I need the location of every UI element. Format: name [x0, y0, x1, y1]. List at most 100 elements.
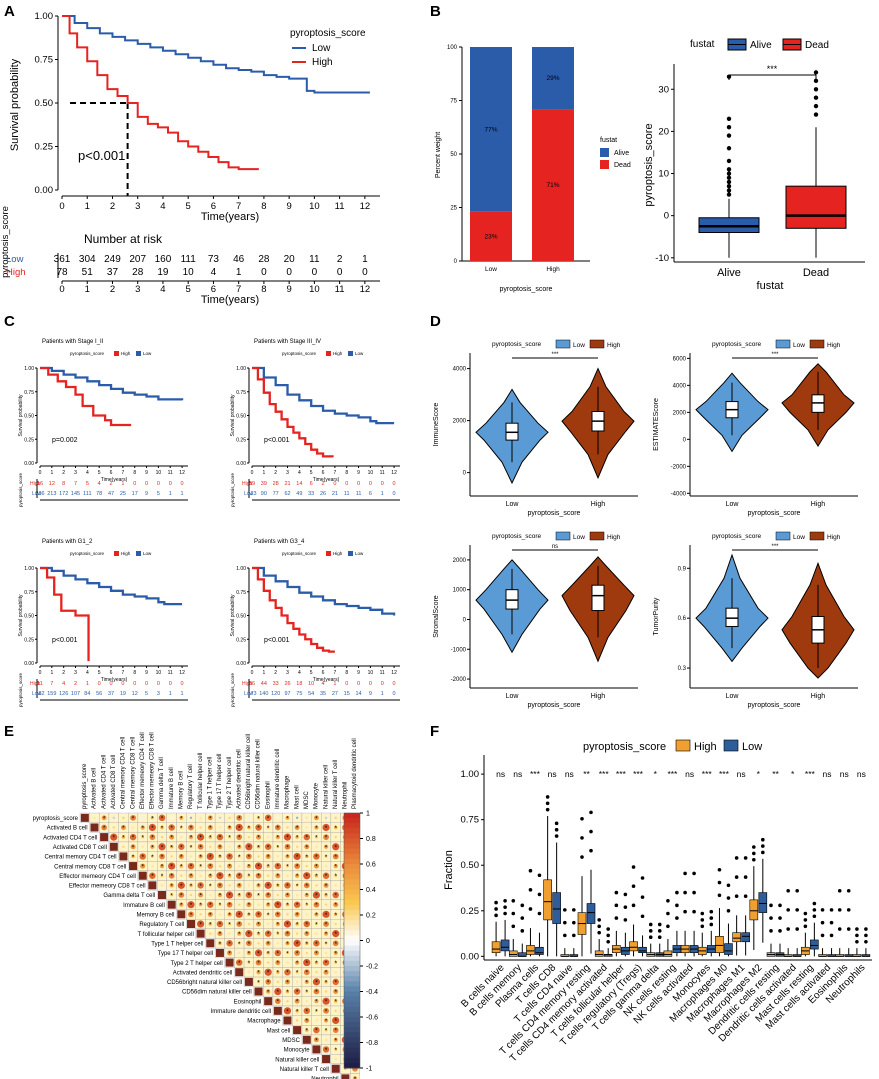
y-axis-label: Survival probability — [230, 394, 236, 436]
x-tick-label: 7 — [333, 470, 336, 476]
risk-count-high: 0 — [110, 681, 113, 687]
heatmap-star: * — [248, 854, 251, 861]
heatmap-circle — [101, 815, 107, 821]
heatmap-star: * — [306, 1008, 309, 1015]
risk-count-high: 0 — [345, 681, 348, 687]
heatmap-circle — [264, 843, 272, 851]
heatmap-circle — [304, 1017, 310, 1023]
y-tick-label: -2000 — [671, 464, 687, 470]
x-tick-label: 7 — [121, 470, 124, 476]
heatmap-circle — [274, 824, 281, 831]
heatmap-star: * — [315, 864, 318, 871]
heatmap-circle — [313, 950, 319, 956]
colorbar-segment — [344, 869, 360, 875]
heatmap-circle — [235, 823, 243, 832]
y-tick-label: 0.25 — [24, 437, 34, 443]
heatmap-circle — [322, 959, 330, 966]
risk-x-tick-label: 11 — [335, 284, 345, 295]
x-tick-label: Alive — [717, 267, 741, 279]
heatmap-star: * — [267, 893, 270, 900]
heatmap-circle — [266, 835, 270, 839]
heatmap-star: * — [325, 960, 328, 967]
heatmap-circle — [295, 816, 299, 820]
heatmap-circle — [218, 826, 222, 829]
heatmap-column-label: Mast cell — [294, 785, 300, 809]
risk-count: 0 — [286, 267, 292, 278]
heatmap-star: * — [267, 883, 270, 890]
colorbar-segment — [344, 1017, 360, 1023]
panel-f-immune-boxplots: 0.00 0.25 0.50 0.75 1.00 Fraction pyroptosis_s… — [443, 739, 872, 1064]
heatmap-circle — [199, 874, 202, 877]
box — [810, 939, 819, 950]
y-tick-label: 0.75 — [35, 55, 54, 66]
colorbar-segment — [344, 889, 360, 896]
outlier — [606, 939, 610, 944]
heatmap-column-label: Memory B cell — [179, 771, 185, 809]
risk-count-low: 1 — [381, 691, 384, 697]
legend-label-high: High — [607, 534, 621, 541]
p-value: p<0.001 — [264, 637, 290, 644]
outlier — [829, 908, 834, 912]
y-tick-label: 0.50 — [236, 614, 246, 620]
heatmap-circle — [294, 873, 300, 878]
bar-label-dead: 71% — [546, 182, 559, 189]
heatmap-star: * — [286, 864, 289, 871]
colorbar-segment — [344, 981, 360, 987]
heatmap-star: * — [180, 815, 183, 822]
box — [552, 892, 561, 924]
outlier — [545, 801, 550, 806]
panel-c-subgroup-survival: Patients with Stage I_II pyroptosis_score… — [18, 339, 400, 707]
y-tick-label: 75 — [450, 99, 457, 105]
legend-key-high — [114, 351, 119, 356]
outlier — [563, 908, 567, 912]
heatmap-star: * — [199, 854, 202, 861]
x-tick-label: 8 — [133, 670, 136, 676]
heatmap-circle — [237, 855, 241, 858]
heatmap-star: * — [315, 979, 318, 986]
heatmap-star: * — [238, 844, 241, 851]
risk-count-high: 0 — [181, 481, 184, 487]
heatmap-star: * — [267, 854, 270, 861]
risk-count-high: 0 — [145, 681, 148, 687]
outlier — [700, 924, 705, 929]
heatmap-star: * — [248, 941, 251, 948]
colorbar-segment — [344, 828, 360, 834]
x-tick-label: 7 — [333, 670, 336, 676]
risk-count-low: 213 — [47, 491, 56, 497]
outlier — [726, 146, 732, 151]
heatmap-circle — [283, 833, 292, 841]
colorbar-segment — [344, 1062, 360, 1069]
heatmap-circle — [265, 979, 272, 985]
outlier — [563, 933, 567, 938]
heatmap-circle — [218, 864, 222, 868]
heatmap-circle — [93, 816, 96, 820]
sig-label: ns — [823, 769, 832, 779]
heatmap-circle — [334, 922, 337, 926]
box — [724, 943, 733, 955]
risk-count: 28 — [258, 254, 270, 265]
heatmap-star: * — [325, 1047, 328, 1054]
heatmap-circle — [237, 931, 242, 936]
y-tick-label: 4000 — [673, 383, 687, 389]
sig-label: *** — [616, 769, 627, 779]
x-tick-label: 5 — [310, 670, 313, 676]
heatmap-circle — [266, 922, 270, 926]
panel-e-correlation-heatmap: pyroptosis_score Activated B cell Activate… — [33, 732, 378, 1079]
risk-count-high: 0 — [169, 681, 172, 687]
heatmap-circle — [141, 816, 144, 820]
heatmap-circle — [140, 863, 146, 869]
heatmap-star: * — [334, 960, 337, 967]
panel-label-a: A — [4, 3, 15, 20]
heatmap-column-label: Type 1 T helper cell — [207, 757, 213, 809]
x-tick-label: 1 — [262, 470, 265, 476]
risk-count-low: 3 — [157, 691, 160, 697]
x-axis-label: pyroptosis_score — [500, 286, 553, 293]
heatmap-circle — [295, 845, 299, 848]
heatmap-star: * — [296, 902, 299, 909]
outlier — [846, 908, 851, 912]
legend-key-low — [348, 351, 353, 356]
risk-count-high: 0 — [157, 681, 160, 687]
legend-key-low — [348, 551, 353, 556]
risk-count-low: 62 — [284, 491, 290, 497]
heatmap-circle — [247, 874, 251, 878]
